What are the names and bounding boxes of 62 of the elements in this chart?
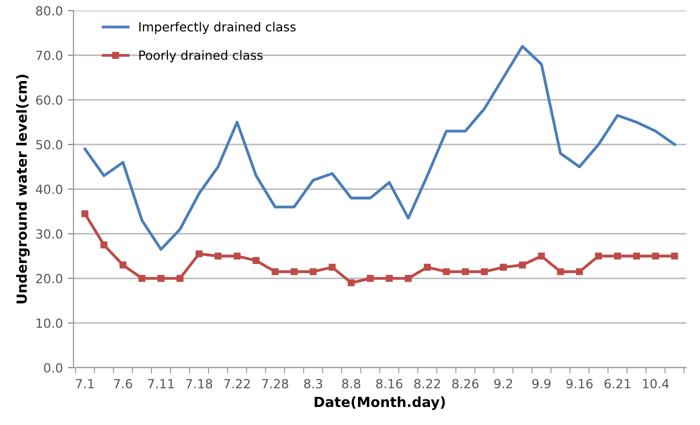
point (348, 279, 355, 286)
point (462, 268, 469, 276)
x-tick-label: 7.28 (262, 378, 288, 388)
point (196, 250, 203, 258)
x-tick-label: 7.1 (76, 379, 94, 388)
x-tick-label: 7.11 (148, 379, 174, 388)
point (404, 274, 412, 282)
y-tick-label: 80.0 (36, 6, 62, 16)
x-tick-label: 9.2 (494, 378, 512, 388)
y-tick-label: 50.0 (36, 140, 62, 150)
x-tick-label: 8.16 (376, 378, 402, 388)
point (633, 252, 640, 260)
point (310, 268, 317, 276)
point (500, 264, 507, 271)
point (538, 252, 545, 260)
legend-label: Imperfectly drained class (139, 22, 296, 34)
point (290, 268, 298, 276)
point (518, 262, 526, 268)
point (652, 252, 660, 260)
x-tick-label: 9.9 (532, 378, 550, 388)
y-axis-title: Underground water level(cm) (16, 74, 30, 304)
x-tick-label: 6.21 (604, 378, 630, 388)
point (252, 257, 260, 264)
point (614, 252, 621, 260)
y-tick-label: 70.0 (36, 50, 62, 60)
x-tick-label: 7.6 (114, 378, 132, 388)
point (671, 252, 678, 260)
point (214, 252, 222, 260)
point (158, 274, 164, 282)
y-tick-label: 0.0 (44, 363, 62, 373)
point (176, 274, 184, 282)
point (100, 241, 108, 248)
x-tick-label: 7.18 (186, 378, 212, 388)
x-axis-title: Date(Month.day) (314, 396, 445, 410)
point (424, 264, 431, 271)
point (119, 262, 126, 268)
point (272, 268, 279, 276)
legend-label: Poorly drained class (139, 50, 263, 62)
x-tick-label: 8.22 (414, 378, 440, 388)
y-tick-label: 10.0 (36, 318, 62, 328)
y-tick-label: 40.0 (36, 184, 62, 194)
x-tick-label: 8.26 (452, 378, 478, 388)
y-tick-label: 20.0 (36, 274, 62, 284)
point (556, 268, 564, 276)
point (442, 268, 450, 276)
point (595, 252, 602, 260)
line-series (84, 44, 676, 251)
y-tick-label: 30.0 (36, 229, 62, 239)
point (81, 210, 88, 218)
y-tick-label: 60.0 (36, 95, 62, 105)
point (366, 274, 374, 282)
point (386, 274, 393, 282)
point (576, 268, 583, 276)
point (234, 252, 241, 260)
point (138, 274, 146, 282)
point (328, 264, 336, 271)
x-tick-label: 9.16 (566, 378, 593, 388)
x-tick-label: 8.8 (342, 378, 360, 388)
x-tick-label: 10.4 (643, 378, 669, 388)
x-tick-label: 7.22 (224, 378, 250, 388)
x-tick-label: 8.3 (304, 378, 322, 388)
point (480, 268, 488, 276)
